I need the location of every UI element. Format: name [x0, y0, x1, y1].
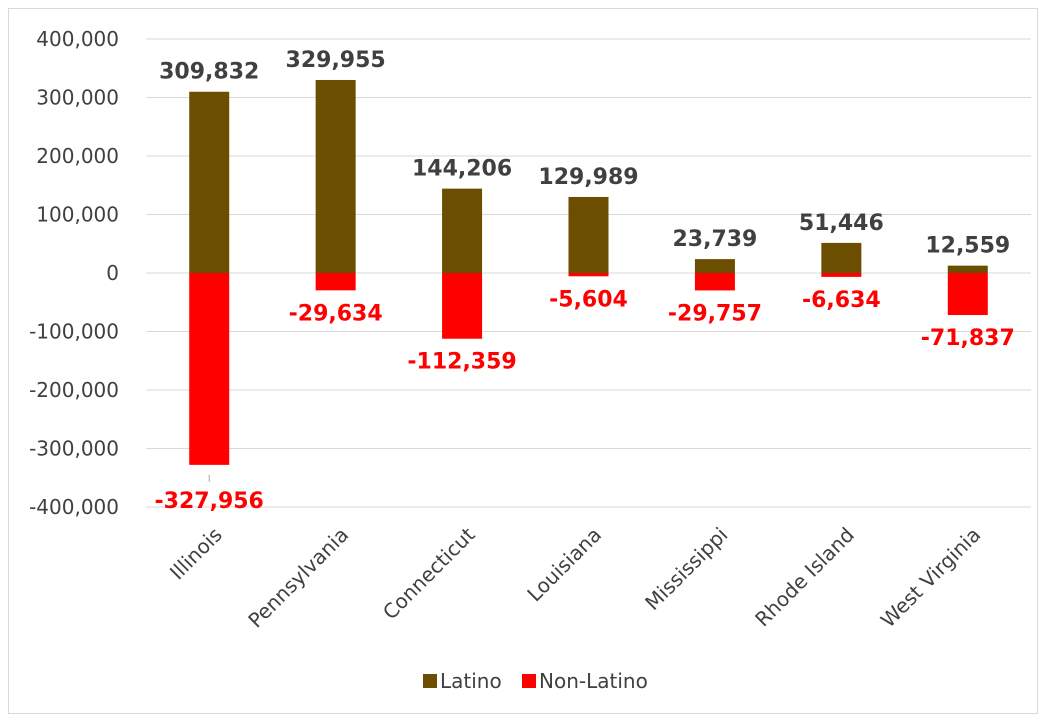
data-label: 329,955	[286, 48, 386, 73]
y-tick-label: 0	[106, 261, 119, 285]
data-label: -6,634	[802, 288, 881, 313]
data-label: -5,604	[549, 287, 628, 312]
category-label: Illinois	[165, 523, 227, 585]
bar-latino-louisiana	[568, 196, 609, 273]
category-label: Louisiana	[522, 523, 606, 607]
data-label: 12,559	[925, 234, 1010, 259]
y-tick-label: -100,000	[29, 320, 119, 344]
bar-non-latino-louisiana	[568, 273, 609, 277]
category-label: Mississippi	[640, 523, 732, 615]
bar-latino-mississippi	[694, 259, 735, 273]
legend-item[interactable]: Latino	[423, 669, 502, 693]
bar-non-latino-pennsylvania	[315, 273, 356, 291]
bar-latino-rhode-island	[821, 242, 862, 273]
legend-label: Non-Latino	[539, 669, 648, 693]
bar-non-latino-connecticut	[442, 273, 483, 339]
data-label: -327,956	[155, 489, 264, 514]
bar-latino-west-virginia	[947, 265, 988, 273]
category-label: Rhode Island	[750, 523, 859, 632]
data-label: 23,739	[672, 227, 757, 252]
chart-svg: 400,000 300,000 200,000 100,000 0 -100,000 -20…	[29, 27, 1031, 693]
chart-frame: 400,000 300,000 200,000 100,000 0 -100,000 -20…	[8, 8, 1038, 714]
bars	[189, 79, 988, 465]
y-tick-label: -200,000	[29, 378, 119, 402]
bar-non-latino-rhode-island	[821, 273, 862, 277]
bar-latino-pennsylvania	[315, 79, 356, 274]
y-tick-label: 400,000	[36, 27, 119, 51]
y-tick-label: -300,000	[29, 437, 119, 461]
bar-non-latino-illinois	[189, 273, 230, 465]
category-label: West Virginia	[876, 523, 986, 633]
data-label: 51,446	[799, 211, 884, 236]
data-label: 129,989	[538, 165, 638, 190]
data-label: 144,206	[412, 157, 512, 182]
legend-item[interactable]: Non-Latino	[522, 669, 648, 693]
y-tick-label: -400,000	[29, 495, 119, 519]
y-tick-label: 300,000	[36, 86, 119, 110]
data-label: 309,832	[159, 60, 259, 85]
legend[interactable]: Latino Non-Latino	[423, 669, 648, 693]
data-label: -112,359	[407, 350, 516, 375]
category-label: Pennsylvania	[243, 523, 353, 633]
data-labels: 309,832 329,955 144,206 129,989 23,739 51,446…	[155, 48, 1015, 514]
bar-non-latino-west-virginia	[947, 273, 988, 316]
legend-swatch	[522, 674, 536, 688]
category-label: Connecticut	[378, 522, 480, 624]
data-label: -71,837	[921, 326, 1015, 351]
data-label: -29,634	[289, 301, 383, 326]
legend-swatch	[423, 674, 437, 688]
y-tick-label: 200,000	[36, 144, 119, 168]
bar-latino-connecticut	[442, 188, 483, 273]
data-label: -29,757	[668, 301, 762, 326]
y-axis-tick-labels: 400,000 300,000 200,000 100,000 0 -100,000 -20…	[29, 27, 119, 519]
x-axis-category-labels: Illinois Pennsylvania Connecticut Louisiana…	[165, 522, 985, 632]
legend-label: Latino	[440, 669, 502, 693]
y-tick-label: 100,000	[36, 203, 119, 227]
bar-latino-illinois	[189, 91, 230, 273]
bar-non-latino-mississippi	[694, 273, 735, 291]
